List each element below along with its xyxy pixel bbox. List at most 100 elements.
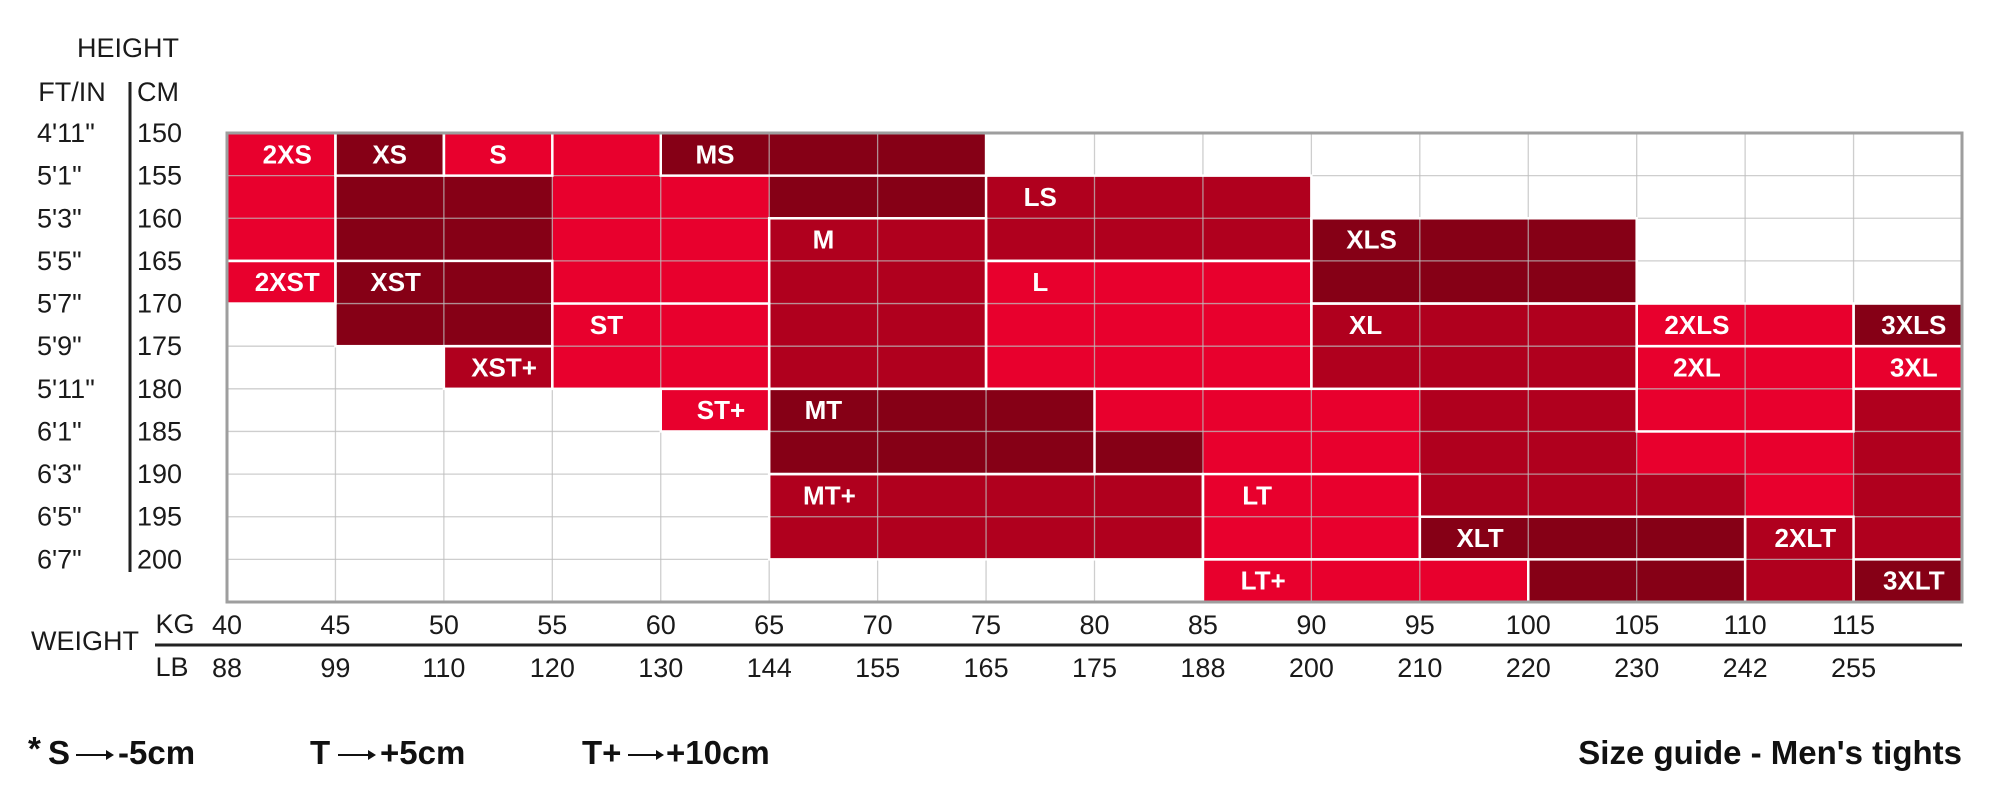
size-cell-xst-plus bbox=[443, 346, 553, 389]
weight-lb-tick: 255 bbox=[1831, 653, 1876, 683]
size-label: L bbox=[1032, 267, 1048, 297]
height-cm-tick: 200 bbox=[137, 544, 182, 574]
legend-mark: * bbox=[28, 730, 41, 767]
weight-kg-tick: 45 bbox=[320, 610, 350, 640]
weight-kg-tick: 90 bbox=[1296, 610, 1326, 640]
size-labels: 2XS XS S MS LS M XLS 2XST XST L ST XL 2XLS 3XLS 2XL 3XL… bbox=[255, 139, 1947, 595]
arrow-right-icon bbox=[106, 750, 114, 760]
weight-lb-tick: 220 bbox=[1506, 653, 1551, 683]
size-cell-2xs bbox=[227, 133, 336, 261]
size-cell-fill bbox=[1853, 516, 1962, 560]
size-label: XLT bbox=[1456, 523, 1503, 553]
size-cell-fill bbox=[1636, 474, 1746, 517]
size-cell-st-plus bbox=[660, 388, 770, 432]
size-label: XST+ bbox=[471, 353, 537, 383]
height-label: HEIGHT bbox=[77, 33, 179, 63]
height-cm-ticks: 150 155 160 165 170 175 180 185 190 195 200 bbox=[137, 118, 182, 574]
weight-lb-tick: 175 bbox=[1072, 653, 1117, 683]
size-label: 3XLT bbox=[1883, 566, 1945, 596]
height-ft-tick: 5'5" bbox=[37, 246, 82, 276]
weight-lb-tick: 165 bbox=[964, 653, 1009, 683]
size-label: XS bbox=[372, 139, 407, 169]
weight-lb-tick: 155 bbox=[855, 653, 900, 683]
height-ft-tick: 6'7" bbox=[37, 544, 82, 574]
size-label: 2XLS bbox=[1664, 310, 1729, 340]
size-cell-ms bbox=[660, 133, 987, 176]
size-label: LS bbox=[1024, 182, 1057, 212]
height-cm-tick: 165 bbox=[137, 246, 182, 276]
size-label: MT bbox=[805, 395, 843, 425]
weight-lb-tick: 88 bbox=[212, 653, 242, 683]
size-label: 2XLT bbox=[1775, 523, 1837, 553]
weight-kg-tick: 65 bbox=[754, 610, 784, 640]
size-cell-3xl bbox=[1853, 346, 1962, 389]
size-label: 2XL bbox=[1673, 353, 1721, 383]
size-label: MS bbox=[695, 139, 734, 169]
arrow-right-icon bbox=[368, 750, 376, 760]
weight-lb-ticks: 88 99 110 120 130 144 155 165 175 188 200 210 220 230… bbox=[212, 653, 1876, 683]
height-cm-tick: 185 bbox=[137, 416, 182, 446]
ftin-label: FT/IN bbox=[38, 77, 106, 107]
height-cm-tick: 150 bbox=[137, 118, 182, 148]
size-cell-fill bbox=[1094, 431, 1203, 475]
legend-item-t: T +5cm bbox=[310, 734, 465, 771]
legend-value: -5cm bbox=[118, 734, 195, 771]
weight-kg-tick: 70 bbox=[863, 610, 893, 640]
size-label: 2XS bbox=[263, 139, 312, 169]
size-label: XST bbox=[370, 267, 421, 297]
legend-value: +5cm bbox=[380, 734, 465, 771]
height-ft-tick: 6'3" bbox=[37, 459, 82, 489]
size-cell-l bbox=[986, 260, 1312, 389]
weight-lb-tick: 188 bbox=[1180, 653, 1225, 683]
chart-title: Size guide - Men's tights bbox=[1578, 734, 1962, 771]
weight-kg-tick: 85 bbox=[1188, 610, 1218, 640]
weight-label: WEIGHT bbox=[31, 626, 139, 656]
weight-lb-tick: 200 bbox=[1289, 653, 1334, 683]
size-cell-xlt bbox=[1419, 516, 1746, 560]
weight-kg-tick: 40 bbox=[212, 610, 242, 640]
height-ft-tick: 5'1" bbox=[37, 161, 82, 191]
size-cell-3xls bbox=[1853, 303, 1962, 347]
size-cell-s bbox=[443, 133, 553, 176]
size-label: S bbox=[489, 139, 506, 169]
arrow-right-icon bbox=[656, 750, 664, 760]
weight-lb-tick: 99 bbox=[320, 653, 350, 683]
height-cm-tick: 190 bbox=[137, 459, 182, 489]
weight-kg-tick: 110 bbox=[1724, 610, 1767, 640]
height-cm-tick: 195 bbox=[137, 502, 182, 532]
size-region-outline bbox=[442, 344, 554, 391]
size-cell-fill bbox=[1636, 431, 1746, 475]
height-ft-tick: 4'11" bbox=[37, 118, 95, 148]
height-cm-tick: 180 bbox=[137, 374, 182, 404]
size-label: LT bbox=[1242, 480, 1272, 510]
cm-label: CM bbox=[137, 77, 179, 107]
height-cm-tick: 160 bbox=[137, 203, 182, 233]
legend-key: T+ bbox=[582, 734, 621, 771]
weight-lb-tick: 230 bbox=[1614, 653, 1659, 683]
height-cm-tick: 155 bbox=[137, 161, 182, 191]
chart-grid bbox=[225, 131, 1964, 604]
size-label: XLS bbox=[1346, 225, 1397, 255]
weight-kg-ticks: 40 45 50 55 60 65 70 75 80 85 90 95 100 105 110 115 bbox=[212, 610, 1875, 640]
height-ft-tick: 5'9" bbox=[37, 331, 82, 361]
size-label: 3XLS bbox=[1881, 310, 1946, 340]
size-label: 2XST bbox=[255, 267, 320, 297]
weight-lb-tick: 210 bbox=[1397, 653, 1442, 683]
size-label: MT+ bbox=[803, 480, 856, 510]
plot-border bbox=[225, 131, 1964, 604]
weight-kg-tick: 95 bbox=[1405, 610, 1435, 640]
size-label: LT+ bbox=[1241, 566, 1286, 596]
height-cm-tick: 175 bbox=[137, 331, 182, 361]
weight-lb-tick: 110 bbox=[422, 653, 465, 683]
weight-kg-tick: 50 bbox=[429, 610, 459, 640]
weight-lb-tick: 130 bbox=[638, 653, 683, 683]
legend-key: S bbox=[48, 734, 70, 771]
height-ft-tick: 6'5" bbox=[37, 502, 82, 532]
legend-value: +10cm bbox=[666, 734, 770, 771]
kg-label: KG bbox=[155, 609, 194, 639]
weight-kg-tick: 55 bbox=[537, 610, 567, 640]
size-cell-fill bbox=[1853, 388, 1962, 517]
weight-kg-tick: 105 bbox=[1614, 610, 1659, 640]
height-ft-ticks: 4'11" 5'1" 5'3" 5'5" 5'7" 5'9" 5'11" 6'1" 6'3" 6'… bbox=[37, 118, 95, 574]
